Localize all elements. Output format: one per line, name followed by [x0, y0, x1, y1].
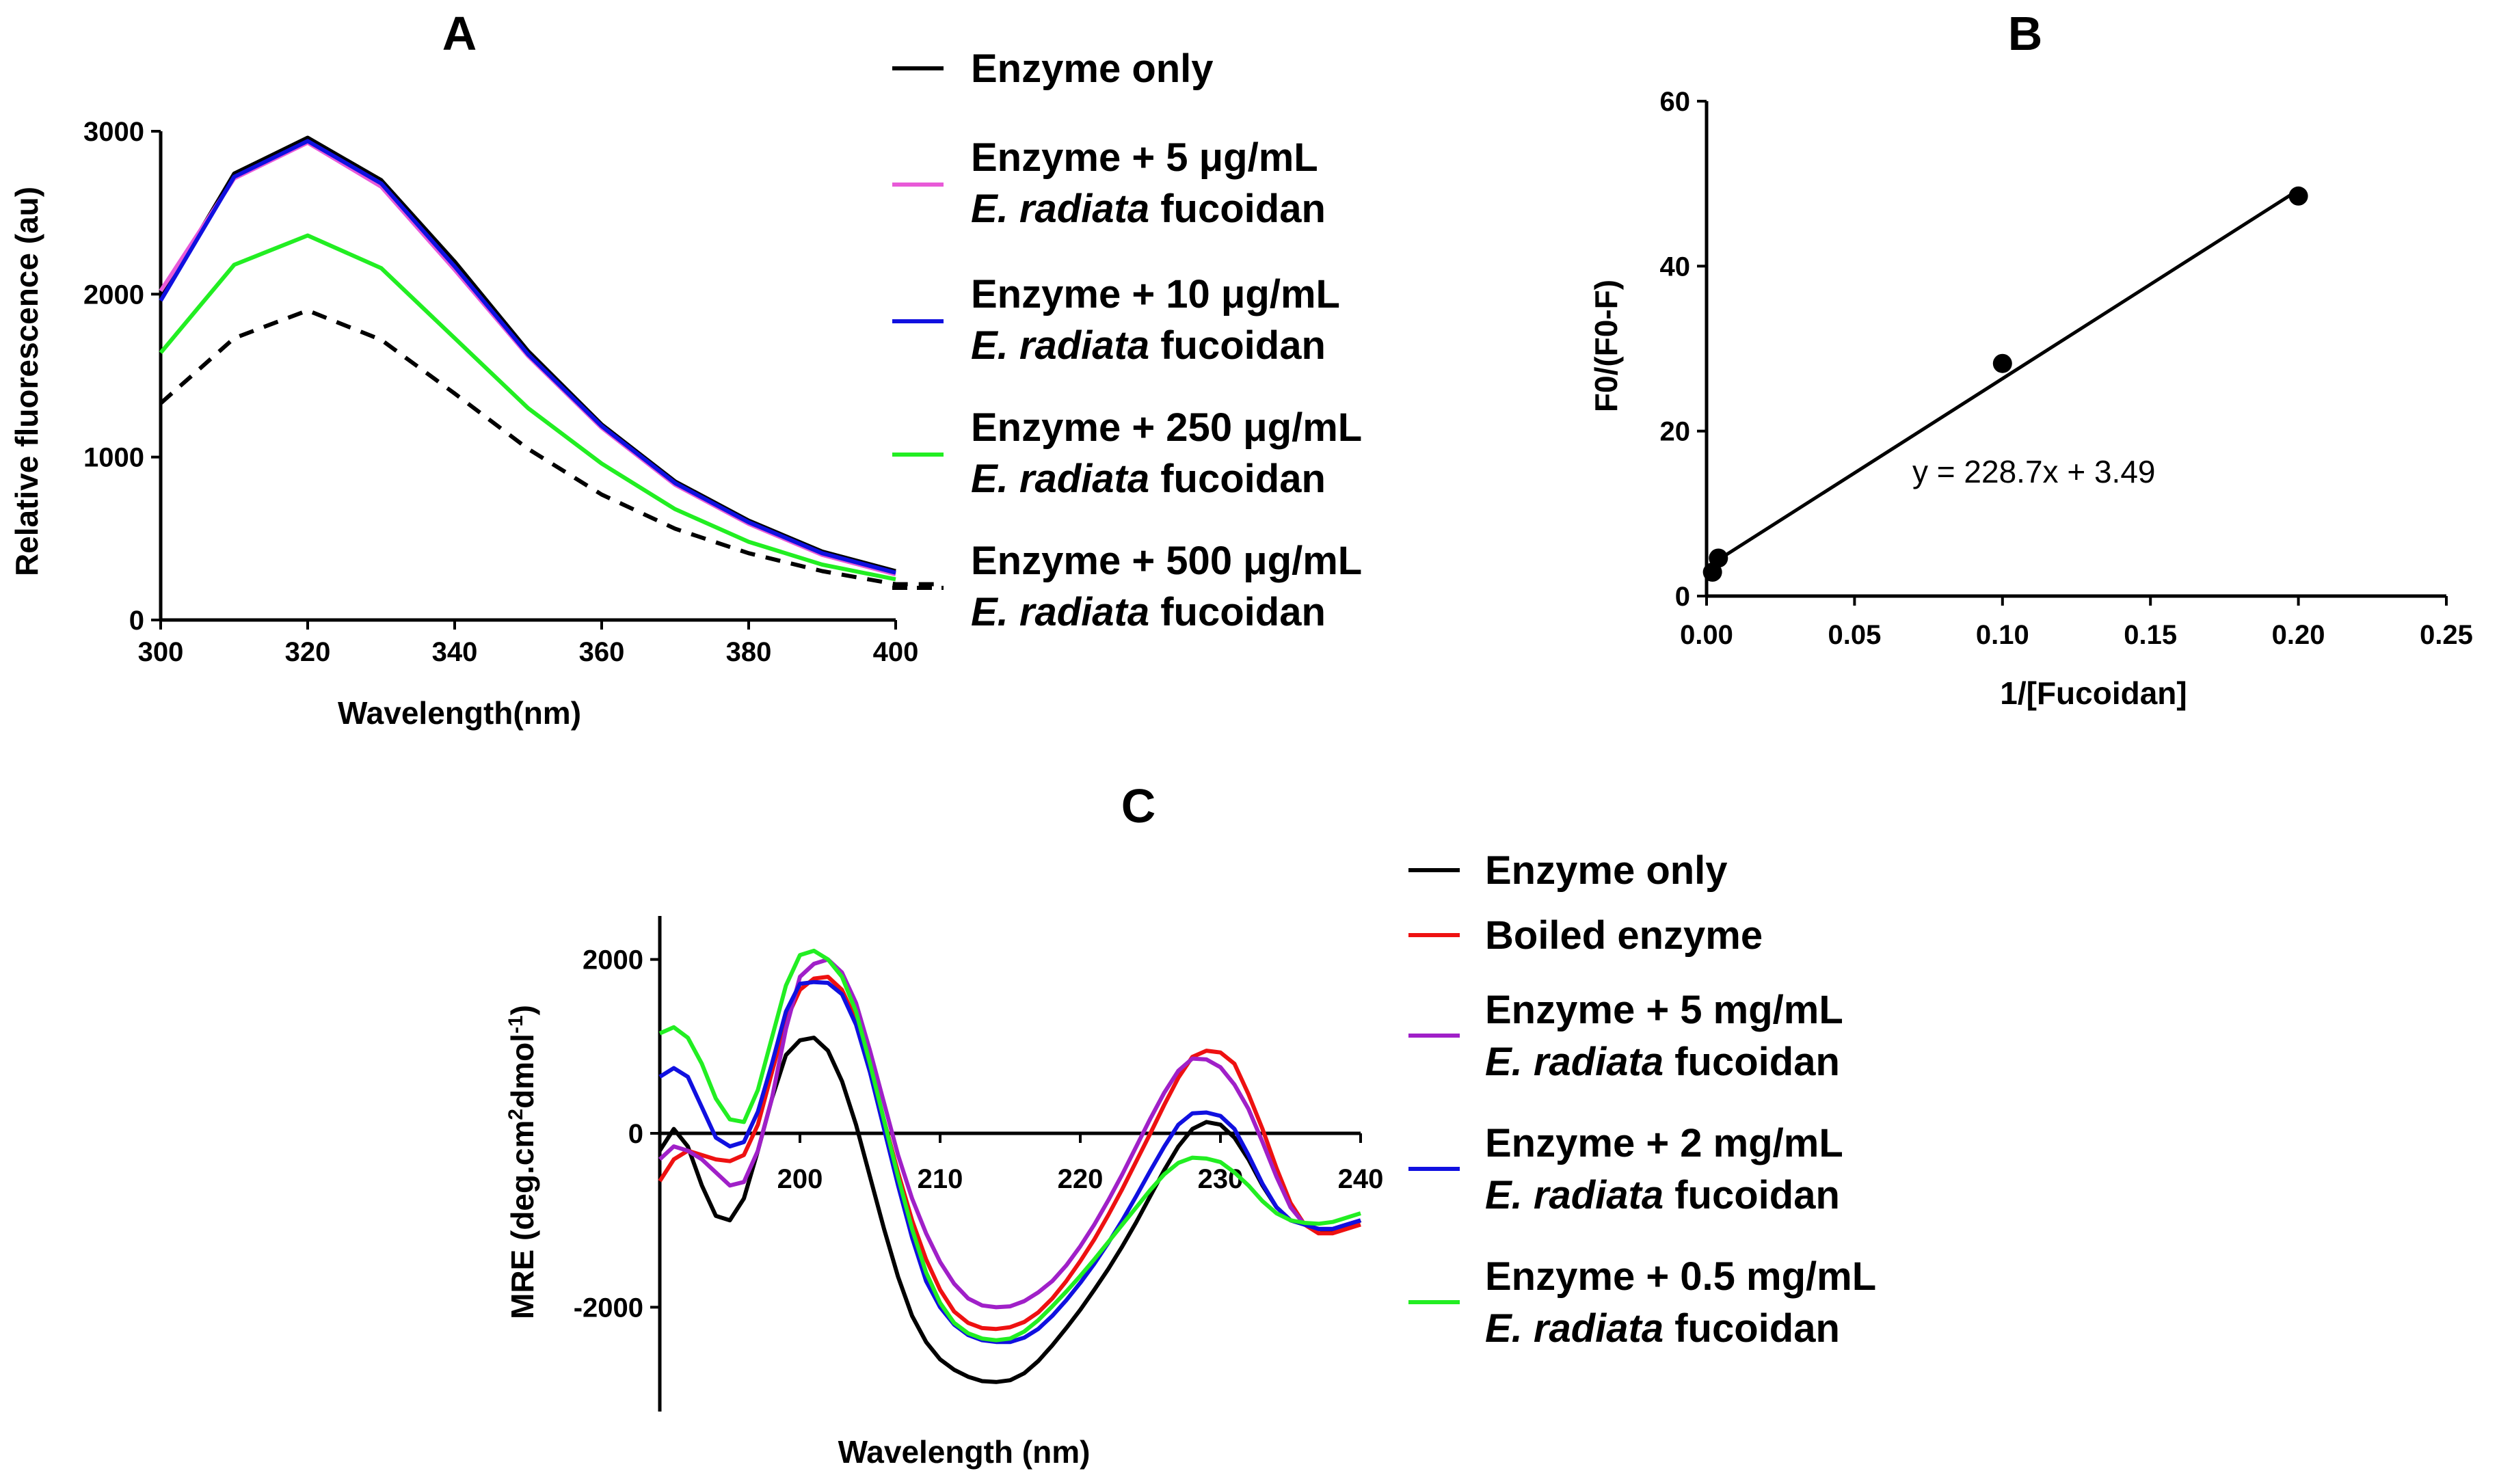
panel-a-series-line-1 [159, 140, 896, 577]
panel-a-x-axis-title: Wavelength(nm) [338, 695, 581, 731]
panel-c-y-axis-title: MRE (deg.cm2dmol-1) [505, 1005, 541, 1319]
panel-a-letter: A [442, 7, 477, 60]
panel-a-legend-label-1: Enzyme + 5 μg/mL [971, 135, 1318, 180]
panel-c-legend: Enzyme only Boiled enzyme Enzyme + 5 mg/mL… [1408, 848, 1876, 1351]
panel-b-data-point [1992, 353, 2012, 373]
panel-a-legend-label-0: Enzyme only [971, 46, 1214, 91]
panel-a-y-axis-title: Relative fluorescence (au) [9, 187, 44, 576]
panel-c-legend-label-line2-2: E. radiata fucoidan [1485, 1040, 1840, 1084]
panel-c-letter: C [1121, 779, 1156, 833]
panel-b-y-tick-label: 0 [1675, 582, 1690, 612]
panel-b-y-tick-label: 20 [1660, 417, 1691, 447]
panel-a-x-tick-label: 360 [579, 637, 625, 667]
panel-a-series-line-3 [159, 233, 896, 582]
panel-c-axes: 200 210 220 230 240 2000 0 -2000 [574, 916, 1384, 1412]
panel-c-x-tick-label: 200 [777, 1164, 823, 1194]
panel-a-axes: 300 320 340 360 380 400 0 1000 2000 3000 [83, 117, 918, 667]
panel-b-data-point [1709, 548, 1728, 568]
panel-a-legend-label-line2-3: E. radiata fucoidan [971, 457, 1326, 501]
panel-b: B 0.00 0.05 0.10 0.15 0.20 0.25 0 20 40 60 y = 22… [1588, 7, 2473, 711]
panel-b-data-point [2288, 186, 2308, 206]
panel-a-series-line-2 [159, 139, 896, 575]
panel-a-y-tick-label: 2000 [83, 280, 144, 310]
panel-b-series [1702, 186, 2308, 582]
panel-c-y-tick-label: 0 [628, 1119, 643, 1149]
panel-a-y-tick-label: 3000 [83, 117, 144, 147]
panel-a-legend-label-4: Enzyme + 500 μg/mL [971, 539, 1362, 583]
panel-c-legend-label-2: Enzyme + 5 mg/mL [1485, 988, 1843, 1032]
panel-c-y-tick-label: 2000 [583, 945, 643, 975]
panel-a-x-tick-label: 320 [285, 637, 331, 667]
panel-c-series-line-1 [658, 975, 1361, 1332]
panel-b-x-axis-title: 1/[Fucoidan] [2000, 675, 2187, 711]
panel-b-x-tick-label: 0.20 [2272, 620, 2325, 650]
panel-a-x-tick-label: 380 [726, 637, 772, 667]
panel-c-legend-label-1: Boiled enzyme [1485, 913, 1763, 958]
panel-a-x-tick-label: 340 [432, 637, 478, 667]
panel-c-x-axis-title: Wavelength (nm) [838, 1434, 1091, 1470]
panel-a-series-line-4 [159, 308, 944, 586]
panel-c-x-tick-label: 220 [1058, 1164, 1104, 1194]
panel-c-legend-label-0: Enzyme only [1485, 848, 1728, 893]
panel-c-legend-label-4: Enzyme + 0.5 mg/mL [1485, 1254, 1876, 1299]
panel-c-series-line-3 [658, 980, 1361, 1345]
panel-a-legend-label-3: Enzyme + 250 μg/mL [971, 405, 1362, 450]
panel-c-series [658, 948, 1362, 1384]
panel-a-x-tick-label: 400 [873, 637, 919, 667]
panel-c-legend-label-line2-3: E. radiata fucoidan [1485, 1173, 1840, 1217]
panel-c-y-tick-label: -2000 [574, 1293, 643, 1323]
panel-c-x-tick-label: 230 [1198, 1164, 1244, 1194]
panel-a-series [159, 135, 944, 586]
panel-b-y-tick-label: 40 [1660, 252, 1691, 282]
panel-a-y-tick-label: 1000 [83, 443, 144, 473]
panel-c-legend-label-3: Enzyme + 2 mg/mL [1485, 1121, 1843, 1165]
panel-c: C 200 210 220 230 240 2000 0 -2000 Wavelength (… [505, 779, 1877, 1470]
panel-c-x-tick-label: 240 [1338, 1164, 1384, 1194]
panel-b-x-tick-label: 0.25 [2420, 620, 2473, 650]
panel-b-x-tick-label: 0.10 [1976, 620, 2029, 650]
panel-b-fit-line [1711, 188, 2299, 565]
panel-b-axes: 0.00 0.05 0.10 0.15 0.20 0.25 0 20 40 60 [1660, 87, 2473, 650]
panel-a-legend: Enzyme only Enzyme + 5 μg/mL E. radiata fu… [892, 46, 1362, 634]
panel-a-y-tick-label: 0 [129, 606, 144, 636]
panel-a-legend-label-2: Enzyme + 10 μg/mL [971, 272, 1340, 316]
panel-a-legend-label-line2-1: E. radiata fucoidan [971, 187, 1326, 231]
panel-b-x-tick-label: 0.15 [2124, 620, 2177, 650]
panel-c-series-line-2 [658, 957, 1361, 1310]
panel-a: A 300 320 340 360 380 400 0 1000 2000 3000 Wavele… [9, 7, 1362, 731]
panel-b-y-tick-label: 60 [1660, 87, 1691, 117]
panel-a-legend-label-line2-4: E. radiata fucoidan [971, 590, 1326, 634]
panel-b-x-tick-label: 0.00 [1680, 620, 1733, 650]
panel-b-y-axis-title: F0/(F0-F) [1588, 280, 1624, 412]
panel-b-x-tick-label: 0.05 [1828, 620, 1881, 650]
panel-c-legend-label-line2-4: E. radiata fucoidan [1485, 1306, 1840, 1351]
panel-b-letter: B [2008, 7, 2043, 60]
panel-b-fit-equation: y = 228.7x + 3.49 [1912, 454, 2156, 489]
panel-c-series-line-4 [658, 948, 1361, 1343]
panel-a-x-tick-label: 300 [138, 637, 184, 667]
panel-c-x-tick-label: 210 [918, 1164, 963, 1194]
panel-a-legend-label-line2-2: E. radiata fucoidan [971, 323, 1326, 368]
